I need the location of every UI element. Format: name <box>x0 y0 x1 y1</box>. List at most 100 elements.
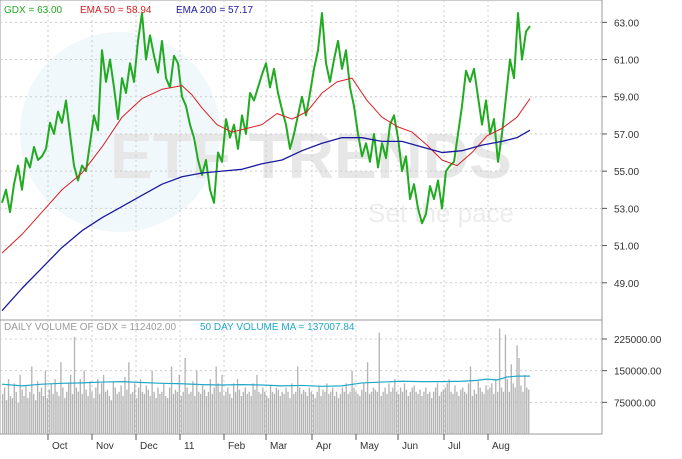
x-tick-label: Apr <box>316 441 332 452</box>
volume-bar <box>370 391 373 434</box>
volume-bar <box>262 387 264 434</box>
price-tick-label: 53.00 <box>614 204 639 215</box>
legend-ema50: EMA 50 = 58.94 <box>80 5 152 16</box>
price-tick-label: 61.00 <box>614 56 639 67</box>
volume-bar <box>359 396 361 434</box>
volume-bar <box>326 383 328 434</box>
volume-bar <box>250 396 252 434</box>
volume-bar <box>229 393 231 434</box>
volume-bar <box>526 387 528 434</box>
x-tick-label: Dec <box>140 441 158 452</box>
volume-bar <box>182 391 184 434</box>
volume-bar <box>349 391 351 434</box>
volume-bar <box>198 391 200 434</box>
volume-bar <box>454 385 456 434</box>
volume-bar <box>120 385 122 434</box>
volume-bar <box>213 387 215 434</box>
volume-bar <box>139 379 142 434</box>
volume-bar <box>497 391 499 434</box>
volume-bar <box>192 381 194 434</box>
volume-bar <box>528 389 530 434</box>
volume-bar <box>153 391 155 434</box>
volume-bar <box>473 389 476 434</box>
volume-bar <box>134 383 136 434</box>
volume-bar <box>46 398 48 434</box>
volume-bar <box>308 387 311 434</box>
volume-bar <box>79 379 81 434</box>
volume-bar <box>145 385 147 434</box>
volume-bar <box>27 398 29 434</box>
volume-bar <box>68 383 70 434</box>
volume-bar <box>312 393 314 434</box>
volume-bar <box>483 393 485 434</box>
volume-bar <box>390 391 392 434</box>
volume-bar <box>104 391 107 434</box>
ema50-line <box>1 77 531 254</box>
volume-bar <box>442 389 444 434</box>
ema200-line <box>1 129 531 312</box>
volume-bar <box>520 385 522 434</box>
volume-bar <box>60 362 62 434</box>
price-tick-label: 55.00 <box>614 167 639 178</box>
x-tick-label: Jul <box>448 441 461 452</box>
volume-bar <box>446 383 448 434</box>
volume-bar <box>411 387 413 434</box>
volume-tick-label: 150000.00 <box>614 367 662 378</box>
volume-bar <box>401 391 404 434</box>
volume-bar <box>149 396 151 434</box>
volume-bar <box>465 393 468 434</box>
price-tick-label: 63.00 <box>614 18 639 29</box>
volume-bar <box>17 402 19 434</box>
volume-bar <box>99 393 101 434</box>
volume-bar <box>398 393 400 434</box>
volume-bar <box>242 391 245 434</box>
volume-bar <box>518 358 520 434</box>
volume-bar <box>215 366 217 434</box>
volume-bar <box>450 391 452 434</box>
volume-bar <box>279 396 281 434</box>
volume-bar <box>124 377 126 434</box>
volume-bar <box>15 391 17 434</box>
volume-bar <box>163 383 165 434</box>
x-tick-label: Feb <box>228 441 246 452</box>
volume-bar <box>380 396 382 434</box>
volume-bar <box>409 391 411 434</box>
volume-bar <box>143 393 146 434</box>
volume-bar <box>415 391 417 434</box>
volume-bar <box>500 387 503 434</box>
volume-bar <box>130 393 132 434</box>
volume-bar <box>491 383 493 434</box>
volume-bar <box>366 362 369 434</box>
volume-bar <box>91 391 93 434</box>
volume-bar <box>11 398 14 434</box>
volume-bar <box>458 396 460 434</box>
volume-bar <box>31 366 33 434</box>
volume-bar <box>376 391 378 434</box>
x-tick-label: Mar <box>270 441 288 452</box>
volume-bar <box>155 398 157 434</box>
volume-bar <box>489 387 491 434</box>
volume-bar <box>174 389 177 434</box>
volume-bar <box>118 391 120 434</box>
volume-bar <box>485 385 487 434</box>
volume-bar <box>328 393 330 434</box>
volume-bar <box>75 387 78 434</box>
volume-bar <box>374 389 377 434</box>
volume-bar <box>21 389 23 434</box>
volume-bar <box>481 391 483 434</box>
volume-bar <box>54 379 56 434</box>
volume-bar <box>87 396 89 434</box>
volume-bar <box>425 387 427 434</box>
volume-bar <box>392 387 394 434</box>
x-tick-label: 11 <box>184 441 195 452</box>
volume-bar <box>277 389 279 434</box>
volume-bar <box>42 396 45 434</box>
volume-bar <box>460 389 462 434</box>
volume-bar <box>254 389 256 434</box>
volume-bar <box>361 389 363 434</box>
volume-bar <box>302 389 305 434</box>
volume-bar <box>330 391 332 434</box>
volume-bar <box>448 379 450 434</box>
volume-bar <box>147 389 149 434</box>
y-axis-ticks: 49.00 51.00 53.00 55.00 57.00 59.00 61.00 63.00… <box>602 18 662 409</box>
